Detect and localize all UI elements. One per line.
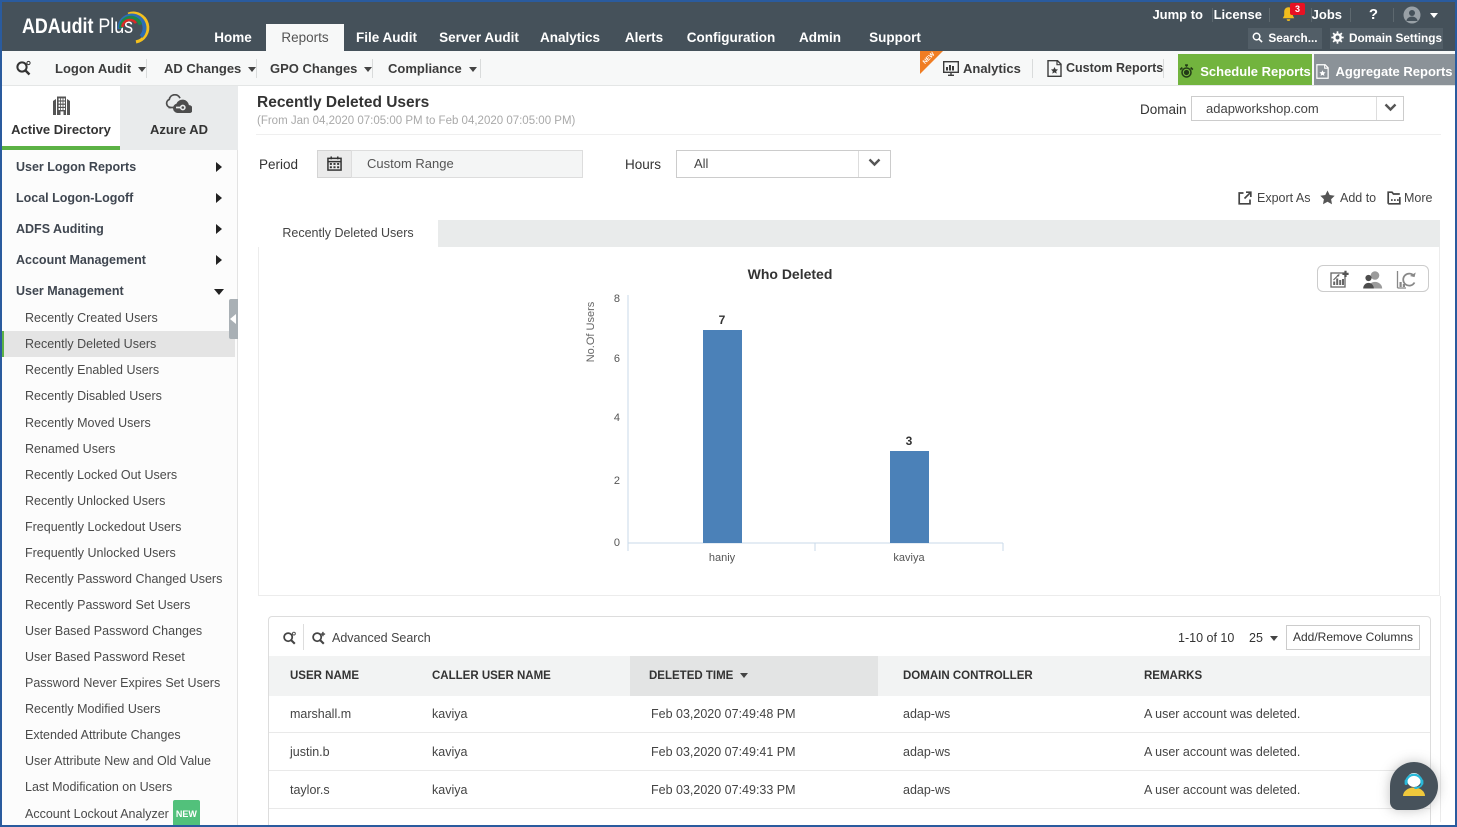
svg-text:3: 3 <box>906 434 913 448</box>
svg-text:0: 0 <box>614 537 620 549</box>
svg-text:4: 4 <box>614 412 620 424</box>
svg-text:kaviya: kaviya <box>893 552 925 564</box>
svg-text:6: 6 <box>614 353 620 365</box>
svg-text:2: 2 <box>614 475 620 487</box>
svg-text:7: 7 <box>719 313 726 327</box>
svg-text:No.Of Users: No.Of Users <box>585 301 597 362</box>
svg-text:haniy: haniy <box>709 552 736 564</box>
svg-text:8: 8 <box>614 293 620 305</box>
